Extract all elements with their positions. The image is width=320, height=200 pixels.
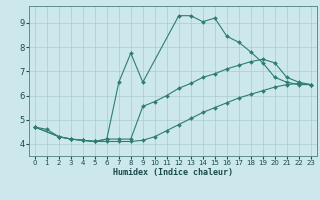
X-axis label: Humidex (Indice chaleur): Humidex (Indice chaleur): [113, 168, 233, 177]
